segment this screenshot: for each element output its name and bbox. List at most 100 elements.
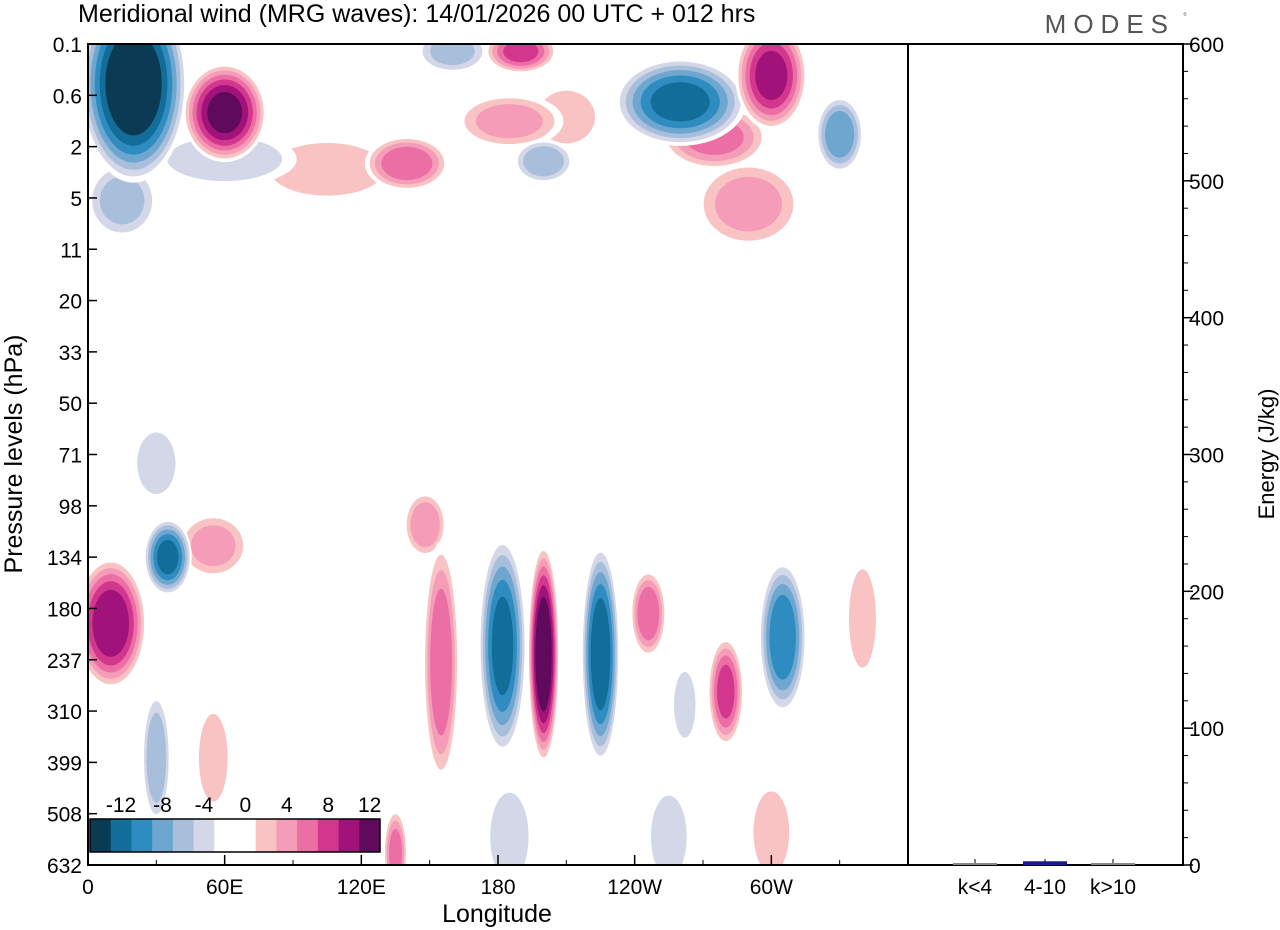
contour-band <box>513 426 574 471</box>
modes-logo-text: MODES <box>1045 9 1175 39</box>
energy-bar <box>1023 861 1067 865</box>
energy-category-label: k>10 <box>1090 876 1136 899</box>
contour-band <box>479 165 540 243</box>
contour-feature <box>114 280 175 391</box>
colorbar-label: 4 <box>281 794 293 817</box>
energy-plot-frame <box>907 43 1184 866</box>
energy-tick-label: 200 <box>1189 581 1224 604</box>
contour-feature <box>479 165 540 243</box>
contour-band <box>217 295 278 351</box>
contour-feature <box>598 164 671 220</box>
pressure-tick-label: 237 <box>47 650 82 673</box>
contour-feature <box>88 557 147 690</box>
contour-band <box>388 828 403 865</box>
contour-feature <box>513 139 574 184</box>
contour-feature <box>644 781 693 865</box>
contour-feature <box>707 636 744 747</box>
contour-feature <box>88 44 188 183</box>
pressure-tick-label: 71 <box>59 445 82 468</box>
energy-tick-label: 0 <box>1189 855 1201 878</box>
colorbar-swatch <box>110 819 132 852</box>
pressure-tick-label: 5 <box>70 188 82 211</box>
contour-feature <box>468 402 528 458</box>
contour-feature <box>582 229 679 285</box>
longitude-axis: 0 60E 120E 180 120W 60W <box>82 855 909 899</box>
colorbar-label: -12 <box>106 794 136 817</box>
pressure-tick-label: 98 <box>59 496 82 519</box>
contour-feature <box>758 560 807 715</box>
colorbar-frame <box>89 818 381 853</box>
longitude-tick-label: 120W <box>607 876 662 899</box>
energy-category-label: 4-10 <box>1024 876 1066 899</box>
contour-band <box>650 795 687 865</box>
energy-tick-label: 500 <box>1189 171 1224 194</box>
contour-feature <box>735 44 808 131</box>
contour-band <box>198 713 228 802</box>
contour-feature <box>815 95 864 173</box>
contour-feature <box>364 135 449 191</box>
energy-category-label: k<4 <box>958 876 993 899</box>
pressure-tick-label: 134 <box>47 547 82 570</box>
energy-bar <box>1091 863 1135 865</box>
contour-feature <box>694 160 803 249</box>
contour-feature <box>484 44 557 74</box>
contour-feature <box>525 346 562 380</box>
pressure-tick-label: 508 <box>47 804 82 827</box>
pressure-tick-label: 33 <box>59 342 82 365</box>
contour-feature <box>455 93 564 149</box>
contour-band <box>524 247 585 292</box>
pressure-tick-label: 11 <box>60 239 82 262</box>
contour-band <box>490 792 529 865</box>
contour-feature <box>586 309 647 442</box>
energy-panel: 0 100 200 300 400 500 600 k<4 4-10 k>10 <box>907 34 1224 899</box>
modes-logo-mark: ° <box>1183 12 1187 23</box>
contour-feature <box>527 544 560 765</box>
colorbar-label: 8 <box>322 794 334 817</box>
energy-bar <box>953 863 997 865</box>
contour-band <box>92 589 130 657</box>
contour-feature <box>320 593 357 682</box>
contour-band <box>156 539 179 575</box>
contour-feature <box>581 544 620 765</box>
contour-band <box>694 368 803 413</box>
contour-band <box>717 664 735 719</box>
pressure-tick-label: 2 <box>70 137 82 160</box>
colorbar-swatch <box>131 819 153 852</box>
longitude-tick-label: 120E <box>337 876 386 899</box>
contour-feature <box>383 808 408 865</box>
contour-feature <box>630 569 667 658</box>
contour-band <box>825 110 855 158</box>
contour-feature <box>844 552 881 685</box>
contour-feature <box>694 368 803 413</box>
colorbar: -12 -8 -4 0 4 8 12 <box>89 794 381 853</box>
contour-feature <box>217 295 278 351</box>
contour-band <box>849 569 876 668</box>
contour-band <box>137 432 176 494</box>
contour-band <box>637 586 660 641</box>
x-axis-title: Longitude <box>442 900 552 928</box>
contour-feature <box>423 541 460 784</box>
contour-band <box>715 176 783 232</box>
contour-feature <box>478 535 527 756</box>
pressure-tick-label: 0.1 <box>53 34 82 57</box>
contour-feature <box>141 691 171 824</box>
colorbar-label: -8 <box>153 794 172 817</box>
contour-feature <box>524 247 585 292</box>
contour-band <box>269 143 385 196</box>
colorbar-swatch <box>214 819 236 852</box>
energy-tick-label: 600 <box>1189 34 1224 57</box>
pressure-tick-label: 20 <box>59 291 82 314</box>
longitude-tick-label: 0 <box>82 876 94 899</box>
colorbar-swatch <box>152 819 174 852</box>
contour-feature <box>821 770 858 865</box>
longitude-tick-label: 60E <box>206 876 243 899</box>
contour-band <box>491 596 514 696</box>
contour-feature <box>132 424 181 502</box>
contour-band <box>769 594 796 680</box>
contour-band <box>590 598 611 711</box>
contour-band <box>598 164 671 220</box>
contour-band <box>190 525 236 567</box>
contour-band <box>430 588 452 736</box>
contour-band <box>475 104 543 139</box>
pressure-tick-label: 0.6 <box>53 85 82 108</box>
